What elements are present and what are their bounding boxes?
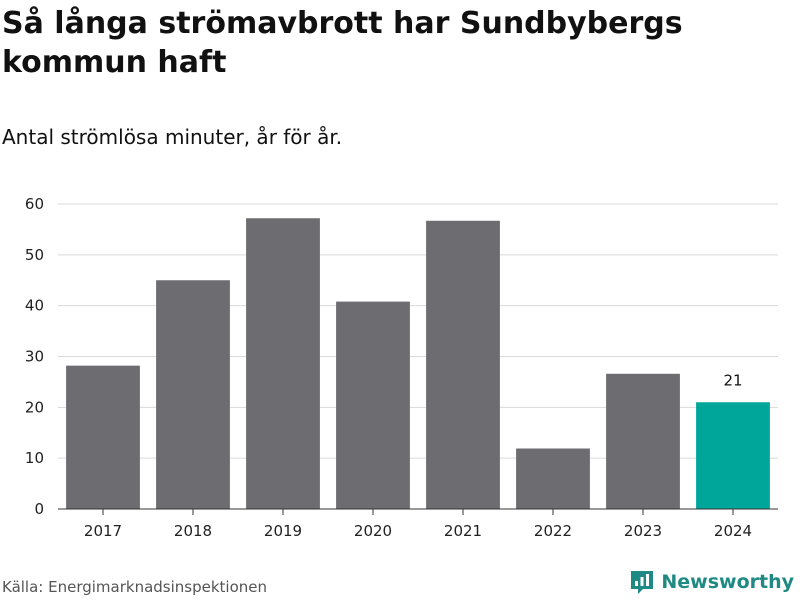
x-tick-label-2021: 2021 <box>444 522 482 540</box>
bar-2020 <box>336 301 410 509</box>
y-tick-label-0: 0 <box>34 500 44 518</box>
y-tick-label-30: 30 <box>25 348 44 366</box>
newsworthy-logo-icon <box>631 571 654 594</box>
x-tick-label-2017: 2017 <box>84 522 122 540</box>
bar-2017 <box>66 365 140 509</box>
y-tick-label-60: 60 <box>25 195 44 213</box>
x-tick-label-2023: 2023 <box>624 522 662 540</box>
brand-name: Newsworthy <box>661 571 794 593</box>
source-note: Källa: Energimarknadsinspektionen <box>2 578 268 596</box>
x-tick-label-2018: 2018 <box>174 522 212 540</box>
bar-2022 <box>516 448 590 509</box>
x-tick-label-2022: 2022 <box>534 522 572 540</box>
x-tick-label-2019: 2019 <box>264 522 302 540</box>
bar-2018 <box>156 280 230 509</box>
y-tick-label-10: 10 <box>25 449 44 467</box>
x-tick-label-2020: 2020 <box>354 522 392 540</box>
bar-2021 <box>426 220 500 509</box>
x-tick-label-2024: 2024 <box>714 522 752 540</box>
brand-logo: Newsworthy <box>629 568 794 596</box>
bar-2023 <box>606 373 680 509</box>
bar-2019 <box>246 218 320 509</box>
y-tick-label-20: 20 <box>25 398 44 416</box>
chart-subtitle: Antal strömlösa minuter, år för år. <box>2 125 343 149</box>
y-tick-label-50: 50 <box>25 246 44 264</box>
bar-2024 <box>696 402 770 509</box>
y-tick-label-40: 40 <box>25 297 44 315</box>
chart-title: Så långa strömavbrott har Sundbybergs ko… <box>2 6 683 80</box>
data-label-2024: 21 <box>723 371 742 389</box>
